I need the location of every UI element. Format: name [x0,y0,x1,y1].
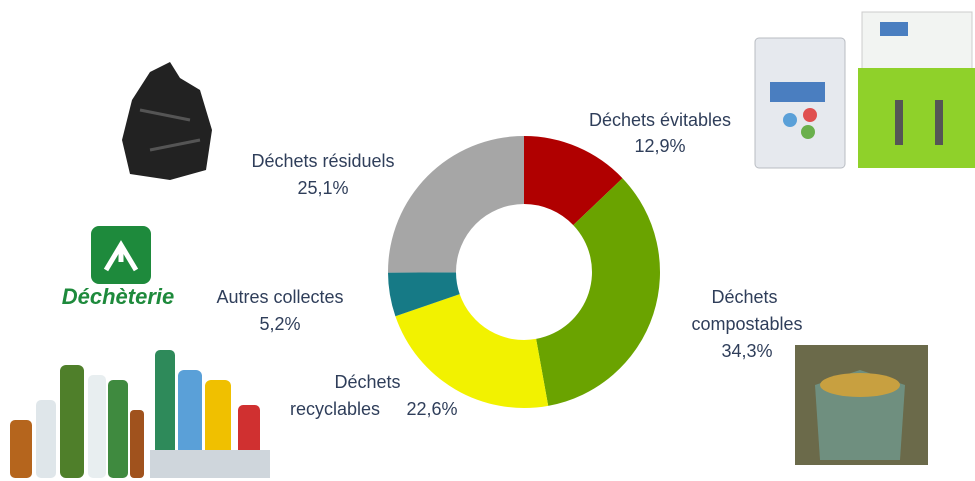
donut [388,136,660,408]
value-label: 34,3% [721,341,772,361]
donut-slice [388,272,460,317]
dechetterie-logo: Déchèterie [62,226,175,309]
bottles-image [10,350,270,478]
value-label: 12,9% [634,136,685,156]
value-label: 5,2% [259,314,300,334]
logo-text: Déchèterie [62,284,175,309]
donut-slice [536,178,660,406]
value-label: 22,6% [406,399,457,419]
slice-label: Déchets compostables [691,287,802,334]
slice-label: Autres collectes [216,287,343,307]
donut-slice [388,136,524,273]
compost-image [795,345,928,465]
value-label: 25,1% [297,178,348,198]
bins-image [754,11,975,169]
donut-slice [524,136,623,226]
slice-label: Déchets résiduels [251,151,394,171]
slice-label: Déchets évitables [589,110,731,130]
donut-slice [395,294,549,408]
slice-label: Déchets recyclables [290,372,406,419]
trash-bag-image [122,62,212,180]
